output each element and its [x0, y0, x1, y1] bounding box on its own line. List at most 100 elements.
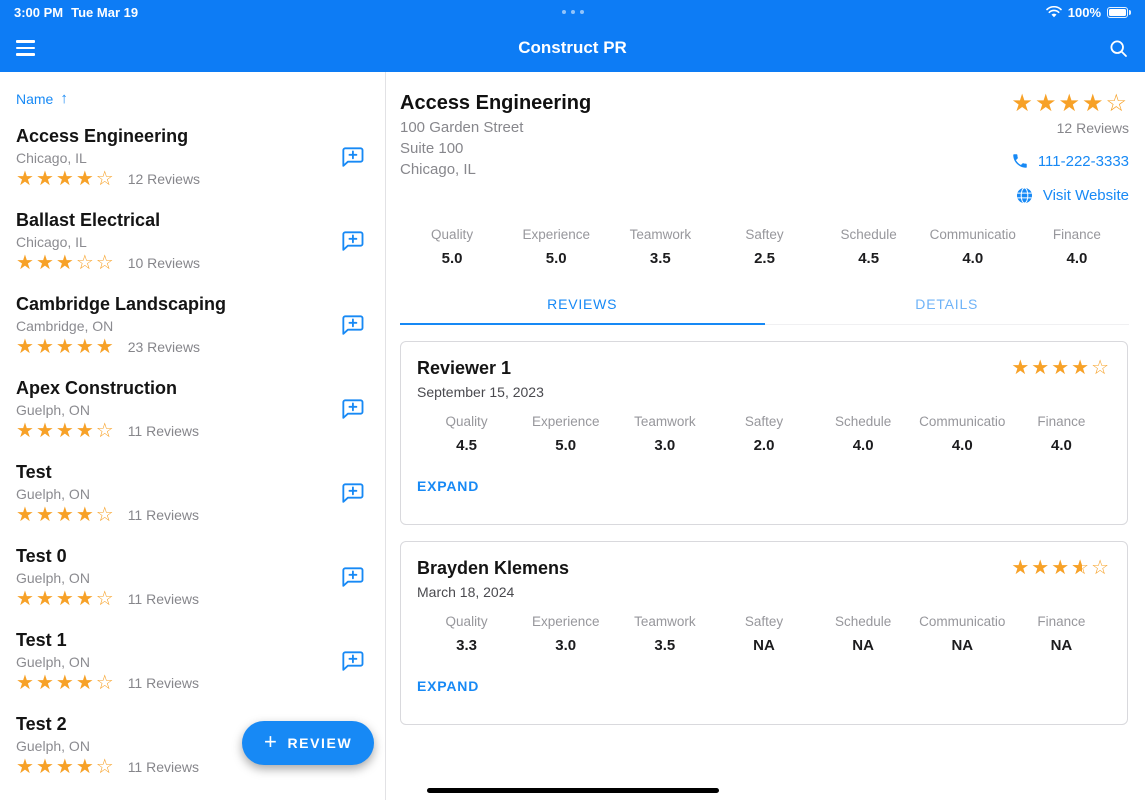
star-icon: ★ — [35, 671, 56, 694]
add-review-icon[interactable] — [339, 648, 365, 674]
star-icon: ★ — [16, 503, 36, 526]
website-link[interactable]: Visit Website — [1015, 186, 1129, 205]
company-list-item[interactable]: Ballast Electrical Chicago, IL ★★★☆☆ 10 … — [16, 199, 385, 283]
star-icon: ★ — [1011, 90, 1035, 117]
rating-label: Saftey — [744, 614, 784, 629]
star-icon: ★ — [1051, 557, 1072, 579]
rating-label: Finance — [1052, 227, 1101, 242]
company-list-item[interactable]: Test 2 Guelph, ON ★★★★☆ 11 Reviews — [16, 703, 385, 787]
review-star-rating: ★★★★☆ — [1011, 358, 1111, 378]
tab-reviews[interactable]: REVIEWS — [400, 287, 765, 325]
rating-value: 2.5 — [754, 250, 775, 267]
star-rating: ★★★★☆ — [16, 505, 116, 525]
menu-icon[interactable] — [16, 40, 35, 56]
status-time: 3:00 PM — [14, 4, 64, 20]
company-location: Cambridge, ON — [16, 317, 114, 334]
phone-link[interactable]: 111-222-3333 — [1011, 152, 1129, 170]
rating-label: Finance — [1037, 414, 1086, 429]
add-review-fab[interactable]: + REVIEW — [242, 721, 375, 765]
detail-tabs: REVIEWS DETAILS — [400, 287, 1129, 325]
rating-category: Teamwork 3.5 — [615, 614, 714, 654]
star-icon: ★ — [55, 587, 76, 610]
wifi-icon — [1045, 6, 1062, 18]
phone-icon — [1011, 152, 1029, 170]
rating-category: Quality 4.5 — [417, 414, 516, 454]
rating-value: 4.5 — [858, 250, 880, 267]
company-ratings-row: Quality 5.0 Experience 5.0 Teamwork 3.5 — [400, 227, 1129, 267]
company-location: Guelph, ON — [16, 737, 90, 754]
review-count: 11 Reviews — [127, 758, 200, 775]
add-review-icon[interactable] — [339, 228, 365, 254]
home-indicator[interactable] — [426, 788, 719, 793]
review-count: 11 Reviews — [127, 674, 200, 691]
address-line: Suite 100 — [400, 140, 464, 157]
sort-label: Name — [16, 90, 54, 107]
company-name: Cambridge Landscaping — [16, 293, 227, 314]
globe-icon — [1015, 186, 1034, 205]
add-review-icon[interactable] — [339, 564, 365, 590]
star-icon: ★ — [55, 419, 76, 442]
company-name: Test 1 — [16, 629, 67, 650]
rating-value: NA — [852, 637, 874, 654]
star-icon: ★ — [35, 167, 56, 190]
company-list-item[interactable]: Test 1 Guelph, ON ★★★★☆ 11 Reviews — [16, 619, 385, 703]
review-count: 10 Reviews — [127, 254, 201, 271]
sort-control[interactable]: Name ↑ — [16, 90, 385, 107]
star-icon: ☆ — [1105, 90, 1129, 117]
star-rating: ★★★☆☆ — [16, 253, 116, 273]
tab-details[interactable]: DETAILS — [915, 296, 979, 312]
company-list-item[interactable]: Access Engineering Chicago, IL ★★★★☆ 12 … — [16, 115, 385, 199]
rating-category: Experience 5.0 — [516, 414, 615, 454]
company-location: Guelph, ON — [16, 653, 90, 670]
rating-value: NA — [753, 637, 775, 654]
add-review-icon[interactable] — [339, 396, 365, 422]
rating-label: Saftey — [745, 227, 784, 242]
plus-icon: + — [264, 729, 279, 754]
star-icon: ★ — [1011, 357, 1032, 379]
star-icon: ★ — [1031, 357, 1052, 379]
company-location: Guelph, ON — [16, 401, 90, 418]
status-bar: 3:00 PM Tue Mar 19 100% — [0, 0, 1145, 24]
star-icon: ★ — [1011, 557, 1032, 579]
star-icon: ★ — [1058, 90, 1082, 117]
review-card: Brayden Klemens March 18, 2024 ★★★☆★☆ Qu… — [400, 541, 1128, 725]
rating-label: Quality — [445, 614, 488, 629]
nav-bar: Construct PR — [0, 24, 1145, 72]
review-count: 11 Reviews — [127, 422, 200, 439]
sort-ascending-icon: ↑ — [60, 90, 68, 107]
rating-label: Quality — [431, 227, 474, 242]
star-icon: ★ — [55, 167, 76, 190]
company-list-item[interactable]: Test 0 Guelph, ON ★★★★☆ 11 Reviews — [16, 535, 385, 619]
expand-button[interactable]: EXPAND — [417, 478, 480, 494]
star-icon: ☆ — [95, 419, 116, 442]
status-date: Tue Mar 19 — [71, 4, 139, 20]
rating-label: Communicatio — [919, 614, 1006, 629]
review-date: March 18, 2024 — [417, 584, 515, 600]
add-review-icon[interactable] — [339, 144, 365, 170]
company-list-panel: Name ↑ Access Engineering Chicago, IL ★★… — [0, 72, 386, 800]
rating-value: 4.0 — [1066, 250, 1088, 267]
rating-value: 5.0 — [441, 250, 463, 267]
review-star-rating: ★★★☆★☆ — [1011, 558, 1111, 578]
detail-company-name: Access Engineering — [400, 92, 592, 114]
star-icon: ★ — [75, 755, 96, 778]
add-review-icon[interactable] — [339, 312, 365, 338]
rating-category: Communicatio 4.0 — [913, 414, 1012, 454]
rating-label: Communicatio — [929, 227, 1016, 242]
company-list-item[interactable]: Cambridge Landscaping Cambridge, ON ★★★★… — [16, 283, 385, 367]
star-icon: ☆ — [95, 251, 116, 274]
star-icon: ★ — [35, 503, 56, 526]
company-list-item[interactable]: Apex Construction Guelph, ON ★★★★☆ 11 Re… — [16, 367, 385, 451]
review-count: 23 Reviews — [127, 338, 201, 355]
expand-button[interactable]: EXPAND — [417, 678, 480, 694]
add-review-icon[interactable] — [339, 480, 365, 506]
rating-label: Schedule — [834, 614, 892, 629]
search-icon[interactable] — [1108, 38, 1129, 59]
address-line: 100 Garden Street — [400, 119, 524, 136]
star-icon: ★ — [35, 251, 56, 274]
rating-value: 2.0 — [753, 437, 775, 454]
rating-label: Teamwork — [629, 227, 692, 242]
rating-value: 4.0 — [852, 437, 874, 454]
company-list-item[interactable]: Test Guelph, ON ★★★★☆ 11 Reviews — [16, 451, 385, 535]
rating-value: 3.0 — [555, 637, 577, 654]
